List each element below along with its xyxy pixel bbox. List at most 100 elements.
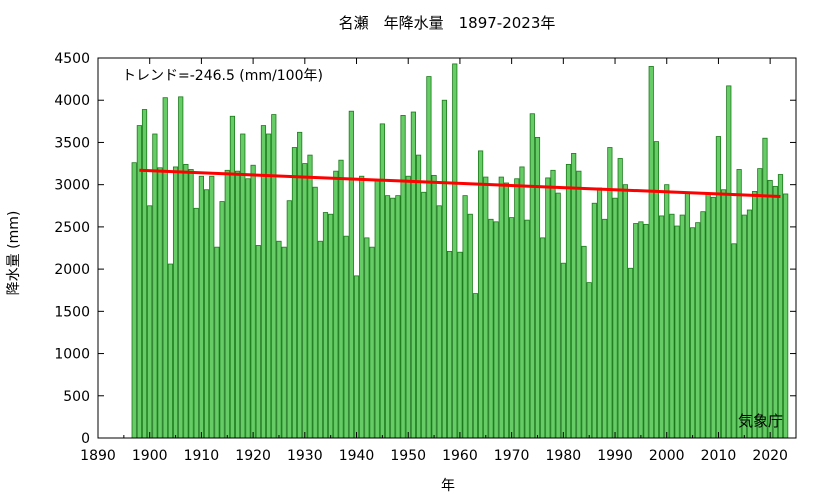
x-tick-label-1920: 1920 [235,448,271,464]
bar-1967 [493,221,499,439]
bar-1903 [162,97,168,439]
bar-1901 [152,133,158,439]
bar-1975 [534,136,541,439]
x-tick-label-1950: 1950 [390,448,426,464]
bar-1999 [658,215,665,439]
bar-1994 [633,223,639,439]
y-tick-label-4000: 4000 [54,93,90,109]
bar-2017 [752,191,758,439]
x-tick-label-1960: 1960 [442,448,478,464]
bar-1935 [328,213,334,439]
bar-1947 [390,197,396,439]
bar-2022 [777,174,784,439]
bar-1970 [509,217,515,439]
bar-1908 [188,169,194,439]
bar-2013 [731,243,737,439]
x-tick-label-2020: 2020 [752,448,788,464]
bar-1943 [369,246,375,439]
bar-1915 [224,169,230,439]
x-tick-label-1990: 1990 [597,448,633,464]
bar-1953 [421,191,427,439]
bar-1925 [276,240,282,439]
bar-1902 [157,167,163,439]
bar-1955 [431,174,437,439]
bar-1938 [343,235,349,439]
bars [131,63,789,439]
bar-1905 [172,166,179,439]
x-axis-label: 年 [441,478,455,494]
bar-1899 [141,109,148,439]
x-axis: 1890 1900 1910 1920 1930 1940 1950 1960 1970 1980… [80,58,788,464]
bar-1924 [271,114,277,439]
bar-1950 [405,175,411,439]
bar-1959 [452,63,458,439]
bar-1961 [462,195,468,439]
bar-1939 [348,110,354,439]
bar-1920 [250,164,256,439]
bar-1933 [317,240,323,439]
bar-1914 [219,201,225,439]
bar-1951 [410,111,416,439]
bar-2015 [741,214,747,439]
bar-1962 [467,213,473,439]
x-tick-label-1900: 1900 [132,448,168,464]
bar-1919 [245,178,251,439]
bar-1982 [571,153,577,439]
bar-1971 [514,178,520,439]
bar-1926 [281,246,287,439]
bar-1998 [653,141,659,439]
bar-1981 [565,163,572,439]
bar-2001 [669,213,675,439]
bar-1930 [302,163,308,439]
bar-1988 [602,218,608,439]
bar-1964 [478,150,484,439]
bar-1992 [622,184,628,439]
bar-1931 [307,154,313,439]
y-axis-label: 降水量 (mm) [6,211,22,296]
bar-2007 [700,211,706,439]
y-axis: 0 500 1000 1500 2000 2500 3000 3500 4000 4500 [54,51,796,447]
bar-1941 [359,175,365,439]
bar-1997 [648,66,654,439]
bar-2019 [762,137,768,439]
bar-1996 [643,223,649,439]
bar-1923 [266,133,272,439]
bar-1907 [183,163,189,439]
y-tick-label-4500: 4500 [54,51,90,67]
bar-1909 [193,207,199,439]
bar-1983 [576,170,582,439]
bar-1917 [235,170,241,439]
bar-2018 [757,168,763,439]
y-tick-label-1000: 1000 [54,347,90,363]
bar-1945 [379,123,385,439]
chart-title: 名瀬 年降水量 1897-2023年 [339,14,556,32]
bar-1948 [395,195,401,439]
x-tick-label-1890: 1890 [80,448,116,464]
y-tick-label-0: 0 [81,431,90,447]
bar-1928 [291,147,298,439]
bar-1995 [638,221,644,439]
bar-1921 [255,245,261,439]
bar-1990 [612,197,618,439]
bar-1968 [498,176,504,439]
bar-1956 [436,205,442,439]
bar-1957 [441,99,448,439]
bar-2008 [705,192,711,439]
y-tick-label-2000: 2000 [54,262,90,278]
bar-1984 [581,245,587,439]
bar-1985 [586,282,592,439]
bar-1916 [229,115,236,439]
bar-2009 [710,196,716,439]
bar-1978 [550,169,556,439]
bar-1942 [364,237,370,439]
bar-1966 [488,218,494,439]
trend-line [139,168,781,198]
y-tick-label-3500: 3500 [54,135,90,151]
bar-1912 [209,175,215,439]
bar-1977 [545,177,551,439]
bar-1974 [529,113,535,439]
bar-1922 [260,125,267,439]
y-tick-label-1500: 1500 [54,304,90,320]
bar-2012 [726,85,732,439]
